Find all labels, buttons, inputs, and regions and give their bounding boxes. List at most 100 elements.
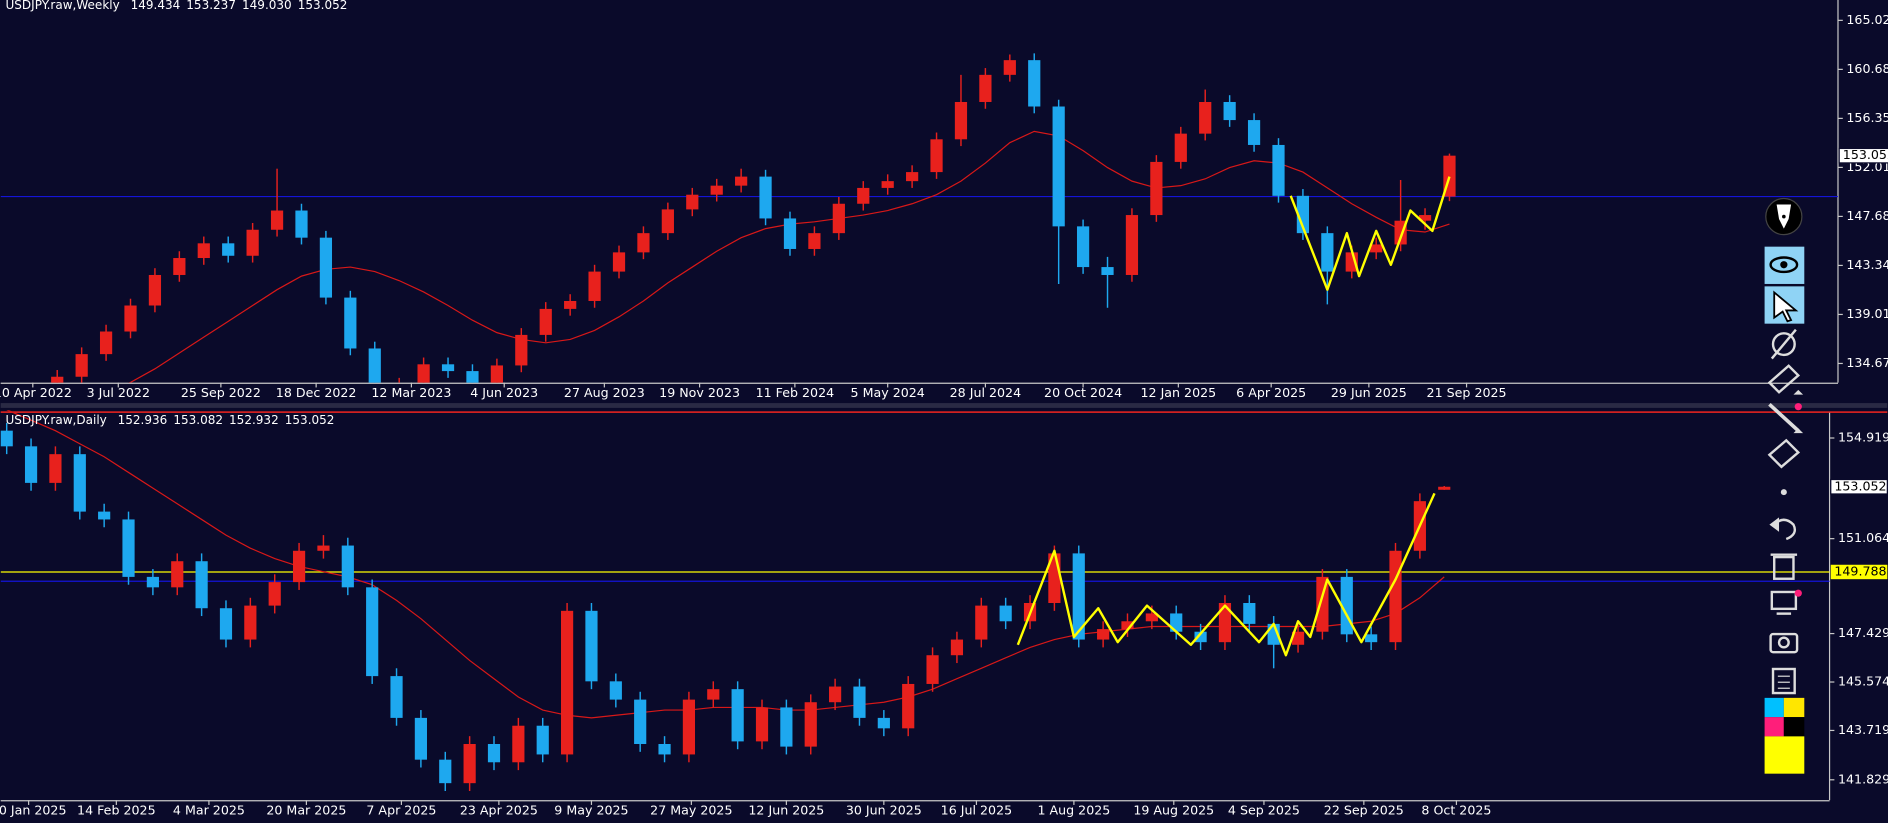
y-tick-label: 147.429 (1838, 625, 1888, 640)
ohlc-value: 153.052 (285, 412, 335, 426)
candle-body (414, 717, 427, 760)
screenshot-button[interactable] (1769, 632, 1799, 654)
screen-button[interactable] (1770, 589, 1802, 615)
candle-body (146, 576, 159, 588)
candle-body (51, 376, 64, 383)
symbol-period: USDJPY.raw,Daily (5, 412, 106, 426)
candle-body (561, 610, 574, 755)
cursor-button[interactable] (1764, 286, 1805, 324)
candle-body (197, 243, 210, 259)
candle-body (1076, 226, 1090, 268)
candle-body (319, 237, 333, 298)
current-price-label: 153.052 (1834, 478, 1886, 493)
ohlc-value: 153.237 (186, 0, 236, 11)
candle-body (881, 181, 894, 188)
x-tick-label: 20 Oct 2024 (1044, 385, 1122, 400)
candle-body (1170, 613, 1183, 632)
candle-body (1316, 576, 1329, 632)
candle-body (999, 605, 1012, 622)
x-tick-label: 3 Jul 2022 (87, 385, 150, 400)
candle-body (173, 258, 186, 275)
candle-body (463, 743, 476, 784)
candle-body (270, 210, 284, 230)
y-tick-label: 145.574 (1838, 674, 1888, 689)
undo-button[interactable] (1769, 517, 1797, 541)
candle-body (1296, 195, 1310, 234)
clipboard-button[interactable] (1771, 667, 1796, 695)
x-tick-label: 23 Apr 2025 (460, 802, 538, 817)
highlighter-button[interactable] (1767, 364, 1804, 395)
candle-body (1223, 101, 1236, 121)
y-tick-label: 141.829 (1838, 771, 1888, 786)
color-palette[interactable] (1764, 697, 1805, 774)
candle-body (564, 300, 577, 309)
candle-body (439, 759, 452, 784)
x-tick-label: 29 Jun 2025 (1331, 385, 1407, 400)
x-tick-label: 22 Sep 2025 (1324, 802, 1404, 817)
candle-body (515, 334, 528, 366)
eraser-button[interactable] (1767, 438, 1801, 469)
candle-body (99, 331, 113, 355)
candle-body (926, 655, 939, 684)
candle-body (0, 430, 13, 447)
delete-button[interactable] (1770, 553, 1798, 580)
candle-body (490, 365, 503, 383)
x-tick-label: 30 Jun 2025 (846, 802, 922, 817)
y-tick-label: 151.064 (1838, 530, 1888, 545)
y-tick-label: 143.719 (1838, 722, 1888, 737)
candle-body (1072, 553, 1085, 640)
candle-body (1028, 60, 1041, 107)
trend-drawing (1289, 176, 1451, 291)
x-tick-label: 12 Jun 2025 (748, 802, 824, 817)
candle-body (804, 702, 817, 747)
candle-body (1052, 106, 1065, 227)
x-tick-label: 25 Sep 2022 (181, 385, 261, 400)
x-tick-label: 16 Jul 2025 (941, 802, 1012, 817)
panel-separator[interactable] (0, 403, 1888, 408)
x-tick-label: 6 Apr 2025 (1236, 385, 1306, 400)
candle-body (24, 446, 38, 483)
candle-body (759, 176, 772, 219)
candle-body (1199, 101, 1212, 134)
pen-button[interactable] (1765, 197, 1803, 236)
x-tick-label: 10 Apr 2022 (0, 385, 72, 400)
candle-body (808, 233, 821, 249)
symbol-period: USDJPY.raw,Weekly (5, 0, 119, 11)
candle-body (246, 229, 259, 256)
candle-body (661, 209, 674, 234)
candle-body (171, 561, 184, 588)
candle-body (1121, 621, 1134, 630)
candle-body (1243, 602, 1256, 624)
candle-body (487, 743, 501, 763)
y-tick-label: 134.675 (1846, 355, 1888, 370)
current-price-box (1838, 147, 1888, 164)
plot-area (0, 53, 1838, 383)
ohlc-value: 152.936 (118, 412, 168, 426)
candle-body (1370, 244, 1383, 253)
eye-button[interactable] (1764, 246, 1805, 284)
candle-body (853, 686, 866, 718)
y-tick-label: 165.020 (1846, 12, 1888, 27)
y-tick-label: 160.685 (1846, 61, 1888, 76)
line-button[interactable] (1768, 402, 1804, 434)
x-tick-label: 18 Dec 2022 (276, 385, 357, 400)
candle-body (637, 233, 650, 253)
x-tick-label: 1 Aug 2025 (1037, 802, 1110, 817)
candle-body (780, 707, 793, 747)
candle-body (585, 610, 598, 682)
candle-body (122, 519, 135, 577)
candle-body (244, 605, 257, 640)
candle-body (417, 364, 430, 383)
y-tick-label: 139.010 (1846, 306, 1888, 321)
candle-body (49, 454, 62, 483)
candle-body (686, 194, 699, 210)
dot-button[interactable] (1780, 489, 1787, 496)
candle-body (877, 717, 890, 729)
x-tick-label: 27 May 2025 (650, 802, 732, 817)
x-tick-label: 19 Nov 2023 (659, 385, 740, 400)
hide-button[interactable] (1770, 328, 1797, 360)
ohlc-value: 149.030 (242, 0, 292, 11)
candle-body (979, 74, 992, 102)
